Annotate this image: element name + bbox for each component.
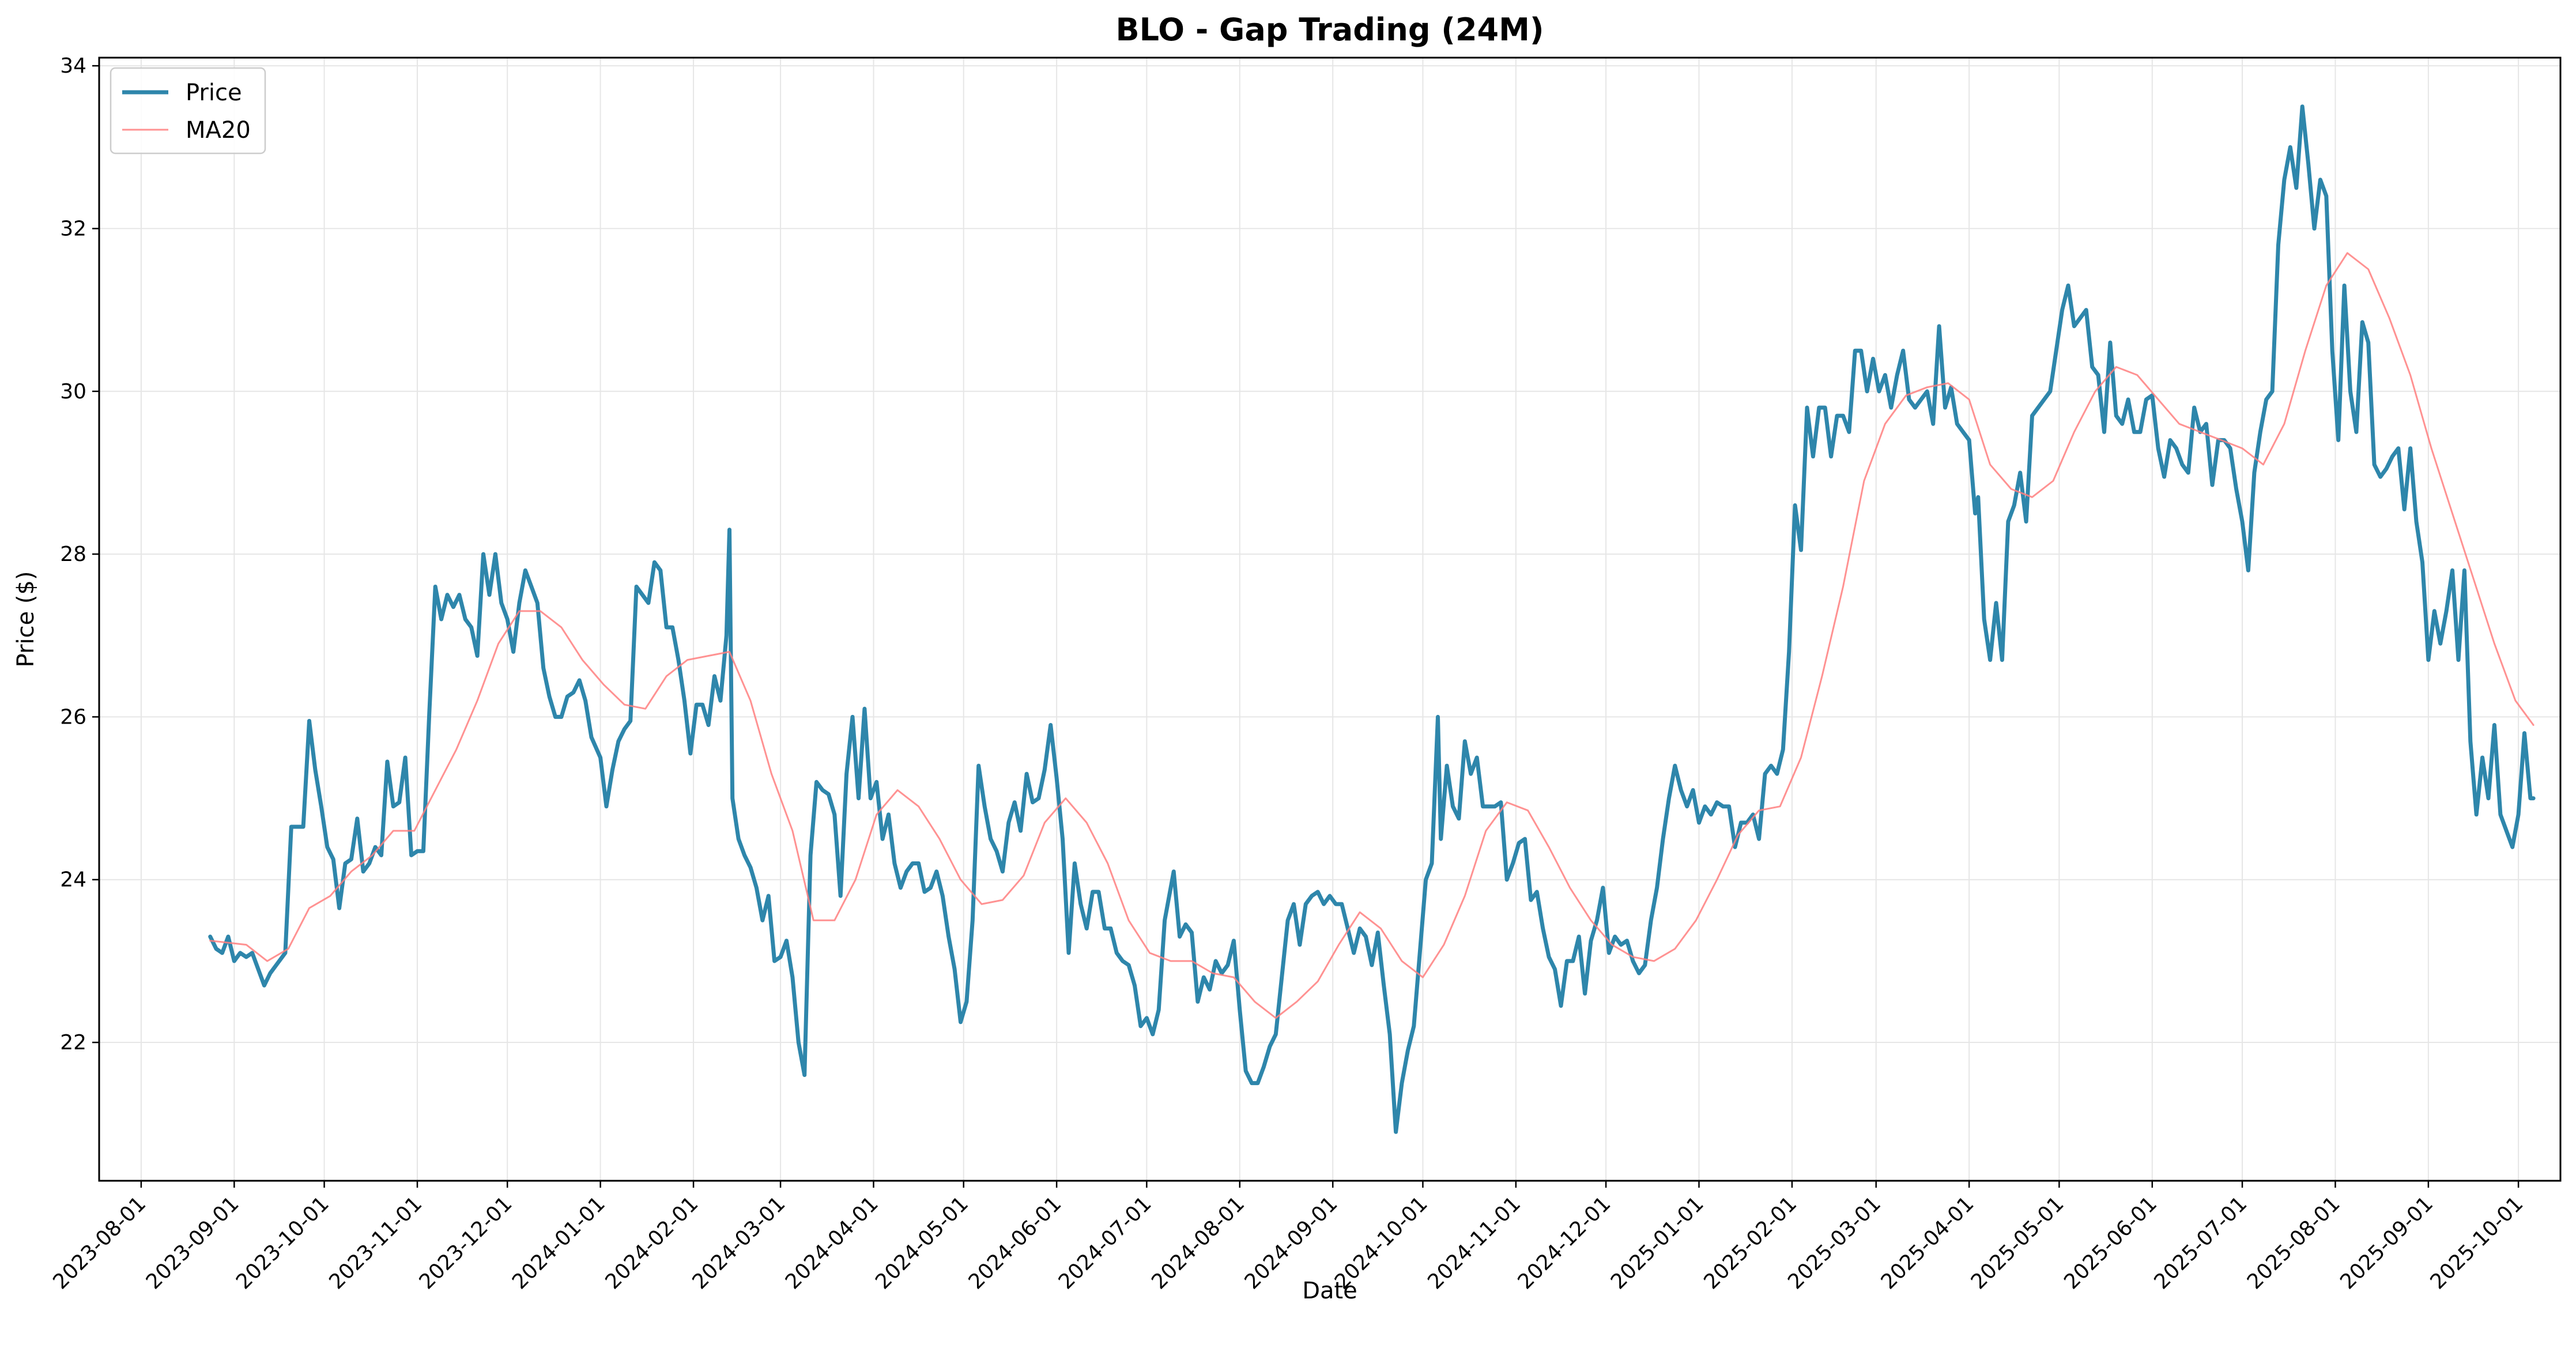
chart-title: BLO - Gap Trading (24M) (1115, 12, 1544, 48)
y-tick-label: 34 (60, 54, 86, 78)
series-line-ma20 (209, 252, 2534, 1019)
plot-area-frame (98, 57, 2562, 1182)
x-axis-label: Date (1302, 1278, 1357, 1304)
y-tick-label: 22 (60, 1031, 86, 1055)
legend: Price MA20 (110, 67, 266, 155)
series-line-price (208, 104, 2536, 1134)
y-axis: 22 24 26 28 30 32 34 (60, 54, 99, 1055)
series-layer (208, 104, 2536, 1134)
y-axis-label: Price ($) (13, 571, 39, 668)
y-tick-label: 24 (60, 868, 86, 892)
grid-lines (99, 58, 2560, 1181)
y-tick-label: 32 (60, 217, 86, 240)
legend-label-price: Price (186, 80, 242, 106)
y-tick-label: 28 (60, 543, 86, 566)
legend-box (110, 67, 266, 155)
y-tick-label: 26 (60, 705, 86, 729)
y-tick-label: 30 (60, 380, 86, 404)
legend-label-ma20: MA20 (186, 117, 251, 144)
